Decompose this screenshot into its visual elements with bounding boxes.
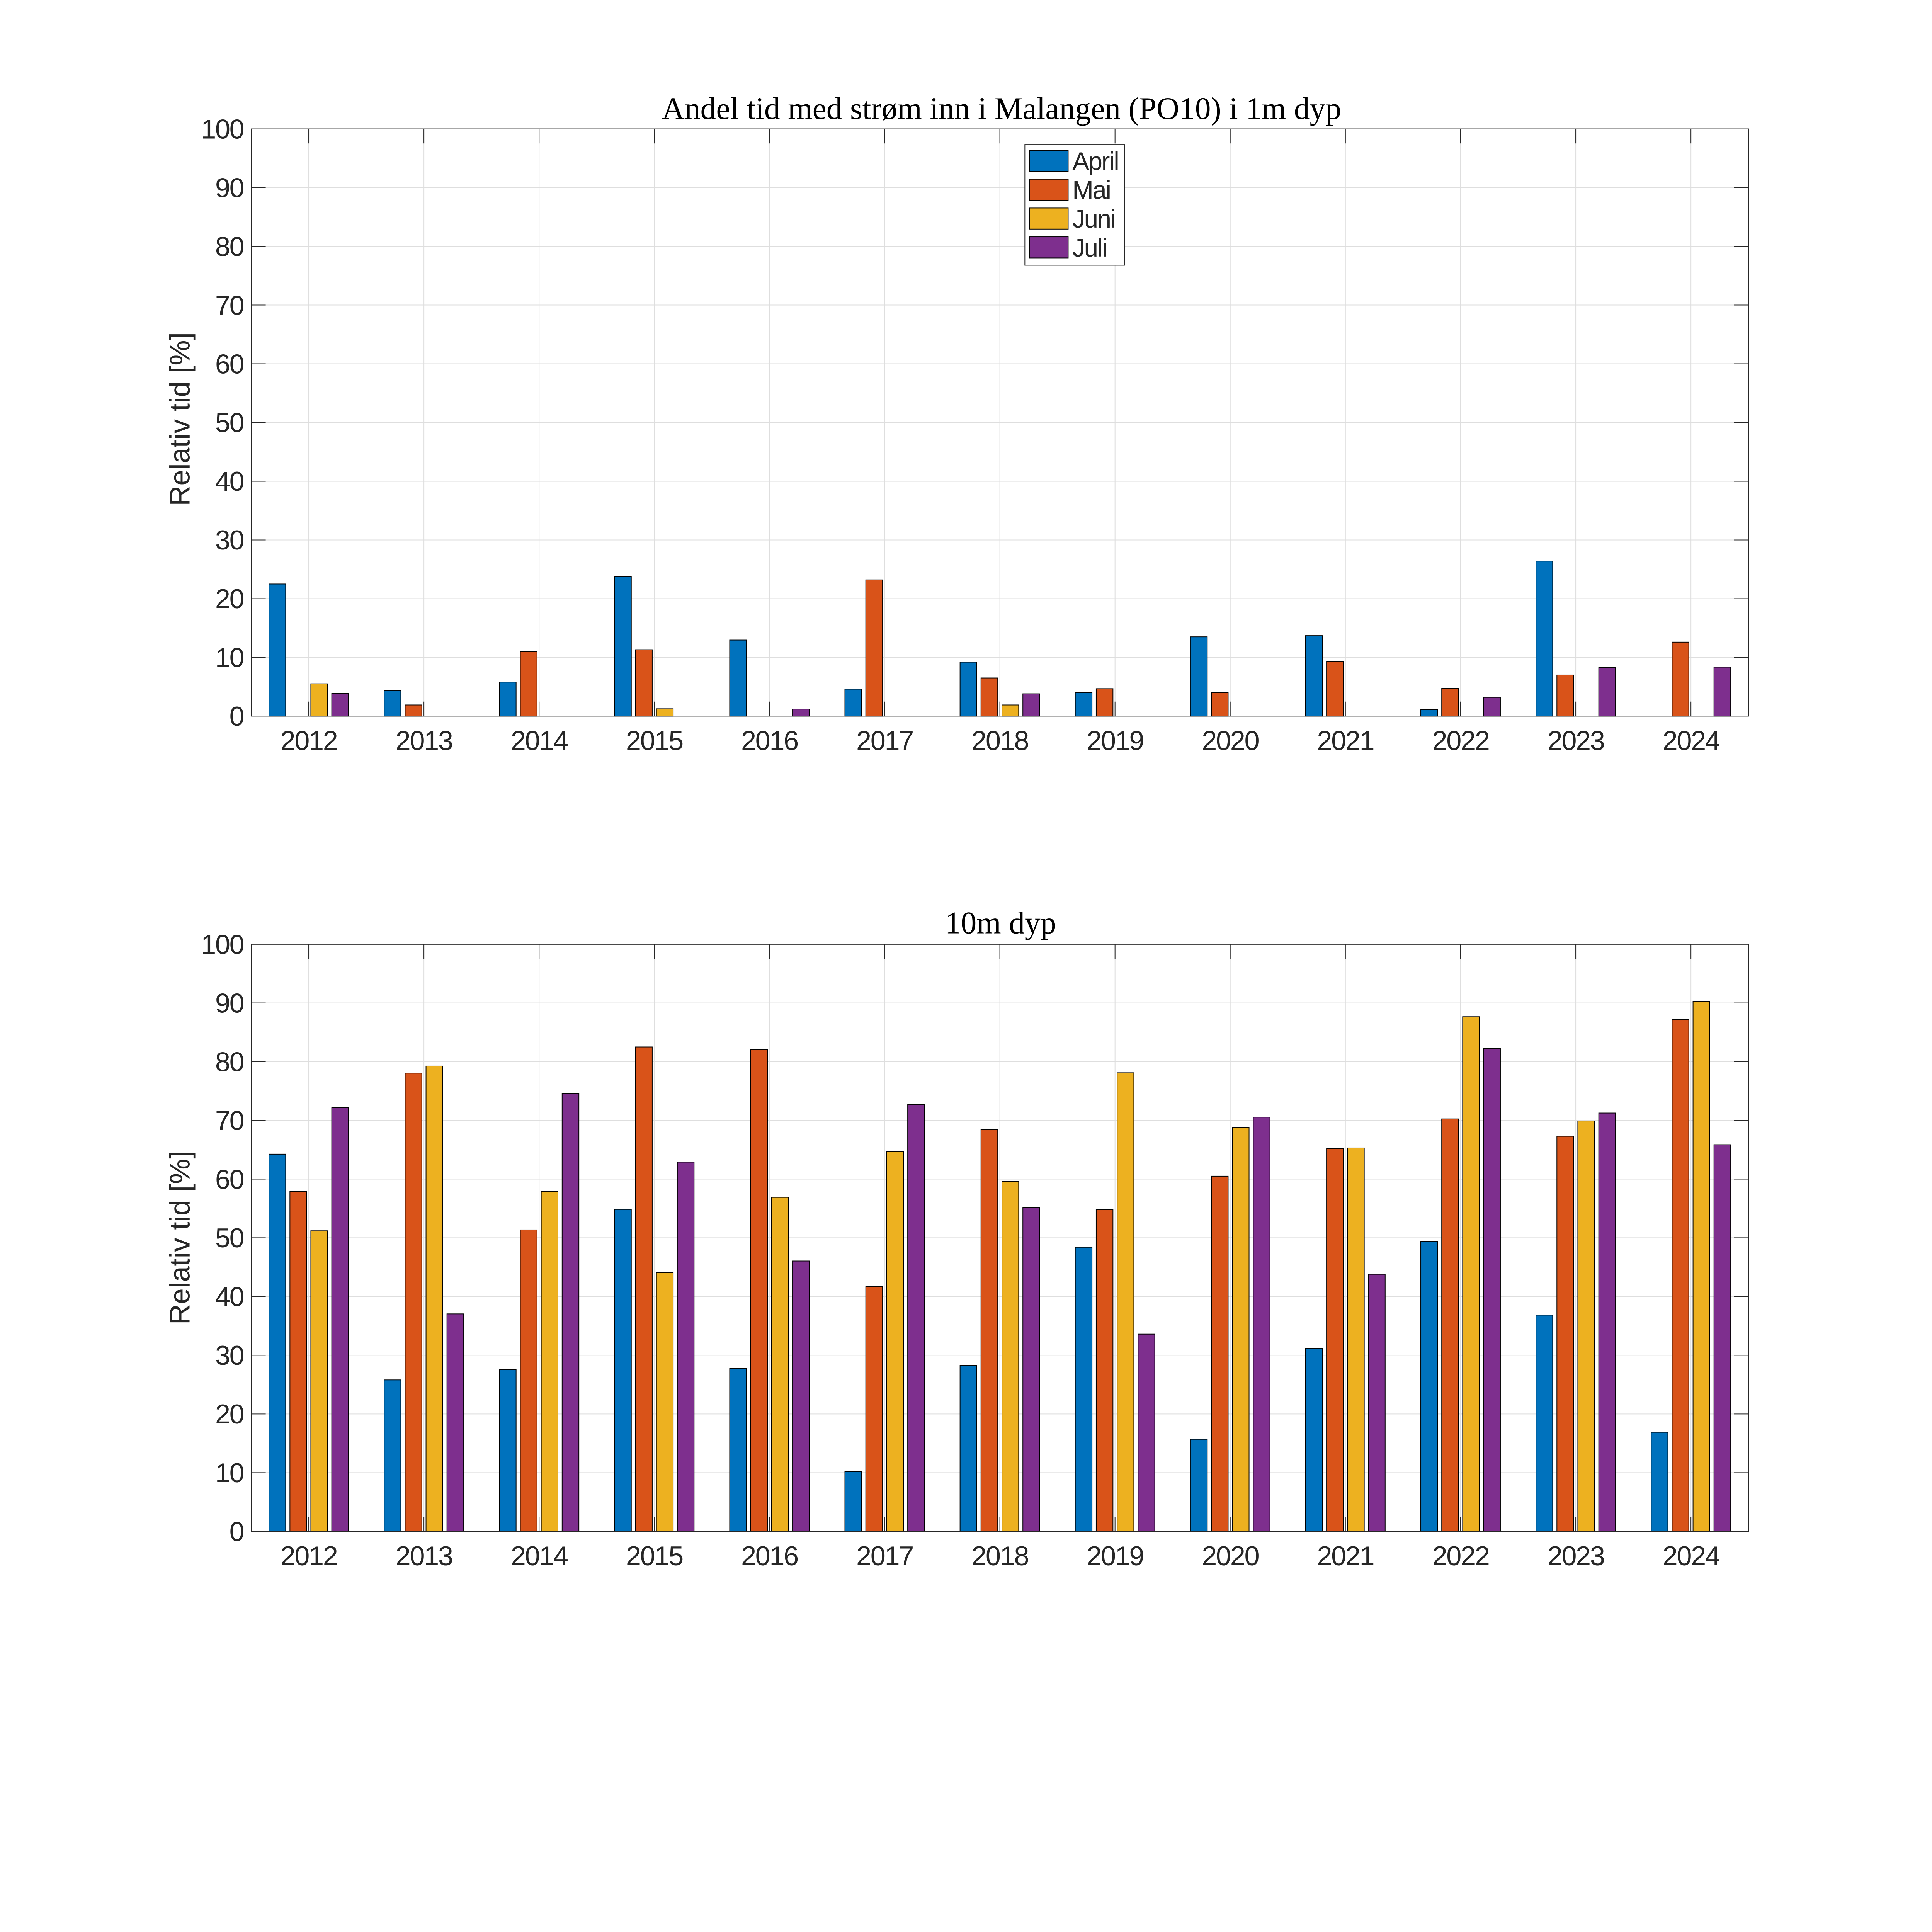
svg-text:70: 70 [215, 290, 244, 320]
svg-text:2019: 2019 [1087, 1541, 1143, 1571]
svg-text:2014: 2014 [511, 1541, 568, 1571]
svg-text:90: 90 [215, 172, 244, 203]
svg-text:2022: 2022 [1432, 1541, 1489, 1571]
svg-text:0: 0 [230, 701, 244, 731]
svg-text:2021: 2021 [1317, 725, 1374, 756]
svg-text:2023: 2023 [1548, 725, 1604, 756]
svg-text:Relativ tid [%]: Relativ tid [%] [163, 332, 196, 506]
svg-text:2015: 2015 [626, 1541, 683, 1571]
svg-text:50: 50 [215, 407, 244, 438]
svg-text:2016: 2016 [741, 725, 798, 756]
svg-text:80: 80 [215, 231, 244, 262]
svg-text:Andel tid med strøm inn i Mala: Andel tid med strøm inn i Malangen (PO10… [662, 91, 1341, 126]
svg-text:10: 10 [215, 642, 244, 673]
svg-text:100: 100 [201, 114, 243, 144]
svg-text:60: 60 [215, 349, 244, 379]
svg-text:20: 20 [215, 583, 244, 614]
svg-text:2024: 2024 [1663, 725, 1720, 756]
svg-text:2020: 2020 [1202, 1541, 1259, 1571]
svg-text:70: 70 [215, 1105, 244, 1136]
svg-text:2017: 2017 [856, 725, 913, 756]
svg-text:2016: 2016 [741, 1541, 798, 1571]
svg-text:10: 10 [215, 1458, 244, 1488]
svg-text:40: 40 [215, 466, 244, 497]
svg-text:60: 60 [215, 1164, 244, 1194]
svg-text:30: 30 [215, 525, 244, 555]
svg-text:80: 80 [215, 1046, 244, 1077]
svg-text:2017: 2017 [856, 1541, 913, 1571]
svg-text:2022: 2022 [1432, 725, 1489, 756]
svg-text:2012: 2012 [281, 725, 337, 756]
svg-text:Juli: Juli [1072, 234, 1107, 262]
svg-text:2018: 2018 [971, 725, 1028, 756]
svg-text:0: 0 [230, 1516, 244, 1547]
svg-text:2015: 2015 [626, 725, 683, 756]
svg-text:Relativ tid [%]: Relativ tid [%] [163, 1151, 196, 1325]
svg-text:2021: 2021 [1317, 1541, 1374, 1571]
svg-text:2013: 2013 [396, 725, 452, 756]
svg-text:Juni: Juni [1072, 205, 1115, 233]
svg-text:April: April [1072, 147, 1118, 175]
svg-text:40: 40 [215, 1281, 244, 1312]
svg-text:2024: 2024 [1663, 1541, 1720, 1571]
svg-text:20: 20 [215, 1399, 244, 1429]
svg-text:Mai: Mai [1072, 176, 1110, 204]
svg-text:10m dyp: 10m dyp [945, 905, 1056, 940]
svg-text:2012: 2012 [281, 1541, 337, 1571]
svg-text:2014: 2014 [511, 725, 568, 756]
svg-text:2013: 2013 [396, 1541, 452, 1571]
svg-text:2023: 2023 [1548, 1541, 1604, 1571]
svg-text:90: 90 [215, 988, 244, 1018]
svg-text:100: 100 [201, 929, 243, 959]
svg-text:2019: 2019 [1087, 725, 1143, 756]
svg-text:2020: 2020 [1202, 725, 1259, 756]
svg-text:50: 50 [215, 1223, 244, 1253]
svg-text:2018: 2018 [971, 1541, 1028, 1571]
svg-text:30: 30 [215, 1340, 244, 1371]
